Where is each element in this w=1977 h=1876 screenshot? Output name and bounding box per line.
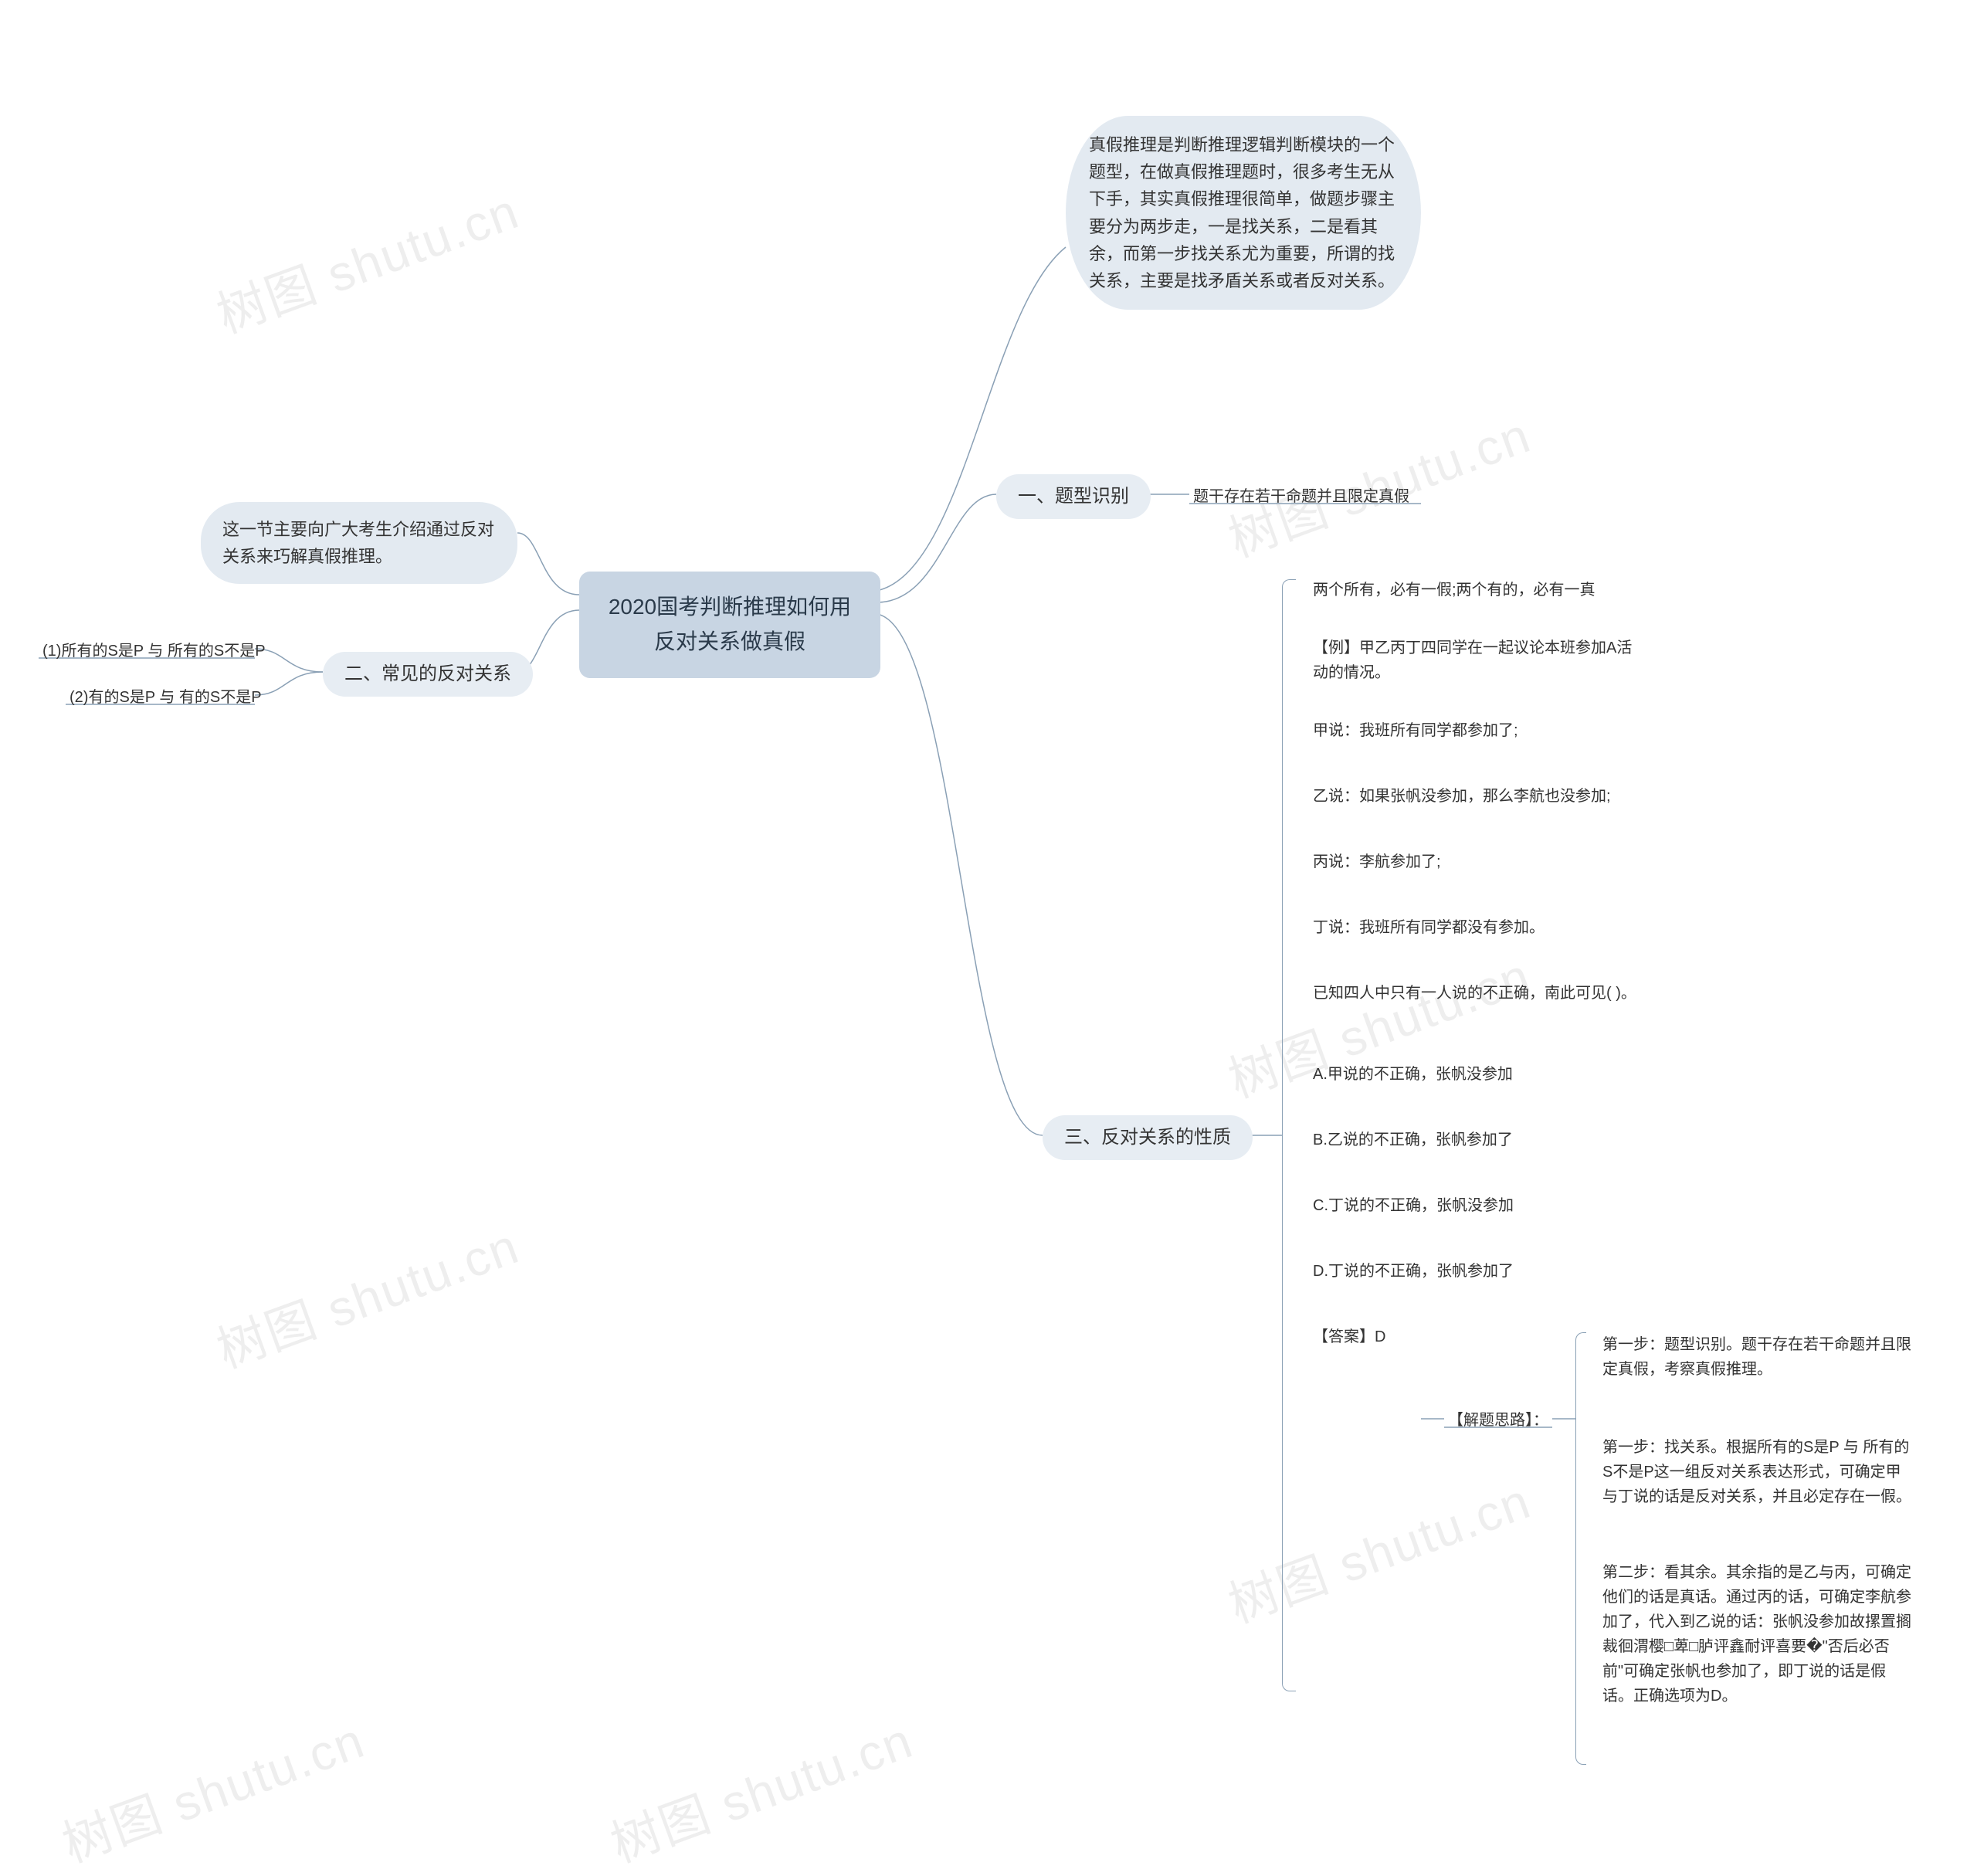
watermark: 树图 shutu.cn — [1218, 1462, 1539, 1637]
b3-item-4: 乙说：如果张帆没参加，那么李航也没参加; — [1313, 784, 1645, 809]
b3-item-6: 丁说：我班所有同学都没有参加。 — [1313, 915, 1645, 940]
b3-item-9: B.乙说的不正确，张帆参加了 — [1313, 1128, 1645, 1152]
solution-step-3: 第二步：看其余。其余指的是乙与丙，可确定他们的话是真话。通过丙的话，可确定李航参… — [1602, 1560, 1911, 1708]
b3-item-3: 甲说：我班所有同学都参加了; — [1313, 718, 1645, 743]
connector-lines — [0, 0, 1977, 1817]
b3-item-12: 【答案】D — [1313, 1325, 1645, 1349]
branch-3: 三、反对关系的性质 — [1043, 1115, 1253, 1160]
left-bubble: 这一节主要向广大考生介绍通过反对关系来巧解真假推理。 — [201, 502, 517, 584]
b3-item-5: 丙说：李航参加了; — [1313, 850, 1645, 874]
b3-item-7: 已知四人中只有一人说的不正确，南此可见( )。 — [1313, 981, 1645, 1006]
b3-item-1: 两个所有，必有一假;两个有的，必有一真 — [1313, 578, 1645, 602]
brace-solution — [1575, 1332, 1586, 1765]
watermark: 树图 shutu.cn — [600, 1701, 921, 1876]
solution-step-2: 第一步：找关系。根据所有的S是P 与 所有的S不是P这一组反对关系表达形式，可确… — [1602, 1435, 1911, 1509]
b3-item-11: D.丁说的不正确，张帆参加了 — [1313, 1259, 1645, 1284]
solution-step-1: 第一步：题型识别。题干存在若干命题并且限定真假，考察真假推理。 — [1602, 1332, 1911, 1382]
branch-1: 一、题型识别 — [996, 474, 1151, 519]
center-line2: 反对关系做真假 — [605, 625, 854, 660]
intro-bubble: 真假推理是判断推理逻辑判断模块的一个题型，在做真假推理题时，很多考生无从下手，其… — [1066, 116, 1421, 310]
b3-item-10: C.丁说的不正确，张帆没参加 — [1313, 1193, 1645, 1218]
branch-2-leaf-1: (1)所有的S是P 与 所有的S不是P — [42, 639, 266, 663]
watermark: 树图 shutu.cn — [206, 1207, 527, 1382]
b3-item-2: 【例】甲乙丙丁四同学在一起议论本班参加A活动的情况。 — [1313, 636, 1645, 685]
brace-b3 — [1282, 579, 1296, 1691]
solution-label: 【解题思路】： — [1448, 1408, 1548, 1433]
watermark: 树图 shutu.cn — [1218, 396, 1539, 572]
center-line1: 2020国考判断推理如何用 — [605, 590, 854, 625]
branch-1-leaf: 题干存在若干命题并且限定真假 — [1193, 484, 1409, 509]
branch-2: 二、常见的反对关系 — [323, 652, 533, 697]
watermark: 树图 shutu.cn — [206, 172, 527, 348]
b3-item-8: A.甲说的不正确，张帆没参加 — [1313, 1062, 1645, 1087]
branch-2-leaf-2: (2)有的S是P 与 有的S不是P — [70, 685, 262, 710]
watermark: 树图 shutu.cn — [52, 1701, 373, 1876]
center-topic: 2020国考判断推理如何用 反对关系做真假 — [579, 572, 880, 678]
